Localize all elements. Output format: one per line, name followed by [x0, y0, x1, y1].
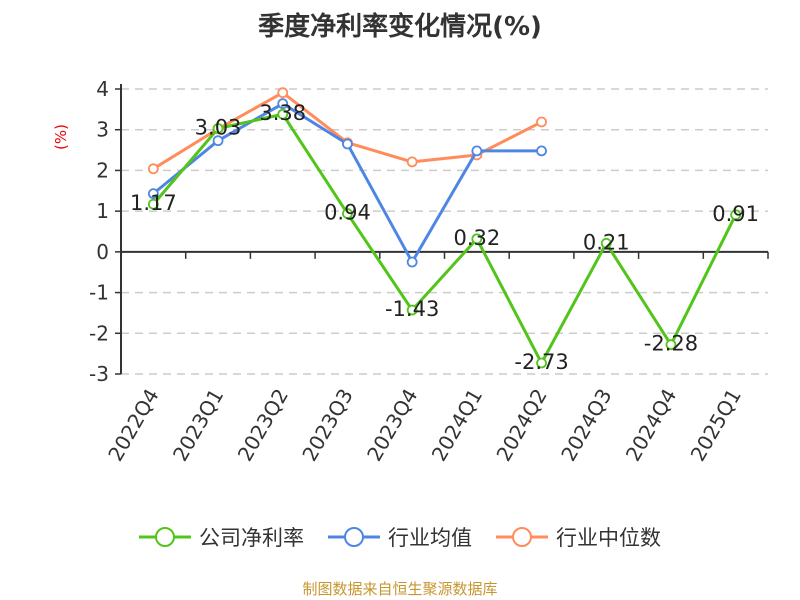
x-tick-label: 2023Q1 [168, 385, 228, 466]
data-point [471, 145, 483, 157]
data-label: -2.73 [514, 350, 568, 374]
data-point [471, 233, 483, 245]
data-label: 0.94 [324, 201, 371, 225]
y-tick-label: 0 [96, 240, 109, 264]
data-label: 0.32 [453, 226, 500, 250]
x-tick-label: 2025Q1 [686, 385, 746, 466]
y-tick-label: 4 [96, 77, 109, 101]
x-tick-label: 2023Q2 [233, 385, 293, 466]
data-point [147, 198, 159, 210]
data-point [342, 208, 353, 219]
data-point [406, 156, 418, 168]
legend: 公司净利率 行业均值 行业中位数 [0, 522, 800, 552]
data-point [277, 87, 289, 99]
data-point [536, 357, 547, 369]
legend-item[interactable]: 行业中位数 [496, 522, 661, 552]
legend-marker-icon [328, 527, 380, 547]
x-tick-label: 2023Q4 [362, 385, 422, 466]
x-tick-label: 2023Q3 [297, 385, 357, 466]
data-point [730, 209, 742, 221]
x-tick-label: 2024Q1 [427, 384, 487, 465]
y-tick-label: 1 [96, 199, 109, 223]
data-point [277, 98, 289, 110]
x-tick-label: 2024Q4 [621, 385, 681, 466]
y-tick-label: 3 [96, 118, 109, 142]
y-tick-label: -1 [89, 281, 109, 305]
data-label: 0.21 [583, 230, 630, 254]
legend-item[interactable]: 公司净利率 [139, 522, 304, 552]
y-tick-label: 2 [96, 158, 109, 182]
data-point [212, 135, 224, 147]
data-point [536, 145, 547, 157]
legend-label: 行业中位数 [556, 526, 661, 550]
data-label: 3.03 [195, 115, 242, 139]
y-tick-label: -2 [89, 321, 109, 345]
data-point [665, 339, 677, 351]
data-label: 3.38 [259, 101, 306, 125]
x-tick-label: 2024Q2 [491, 385, 551, 466]
legend-item[interactable]: 行业均值 [328, 522, 472, 552]
data-point [536, 116, 547, 128]
data-point [406, 304, 418, 316]
chart-title: 季度净利率变化情况(%) [258, 12, 542, 42]
data-point [212, 123, 224, 134]
data-point [277, 108, 289, 120]
legend-marker-icon [496, 527, 548, 547]
data-point [147, 163, 159, 175]
data-point [342, 138, 353, 150]
data-point [600, 237, 612, 249]
legend-label: 行业均值 [388, 526, 472, 550]
data-label: 1.17 [130, 191, 177, 215]
x-tick-label: 2022Q4 [103, 385, 163, 466]
data-label: -2.28 [644, 332, 698, 356]
x-tick-label: 2024Q3 [556, 385, 616, 466]
data-point [406, 256, 418, 268]
data-label: 0.91 [712, 202, 759, 226]
y-tick-label: -3 [89, 362, 109, 386]
data-point [147, 188, 159, 200]
series-line [152, 112, 737, 365]
legend-label: 公司净利率 [199, 526, 304, 550]
legend-marker-icon [139, 527, 191, 547]
data-label: -1.43 [385, 297, 439, 321]
source-footer: 制图数据来自恒生聚源数据库 [302, 580, 498, 598]
